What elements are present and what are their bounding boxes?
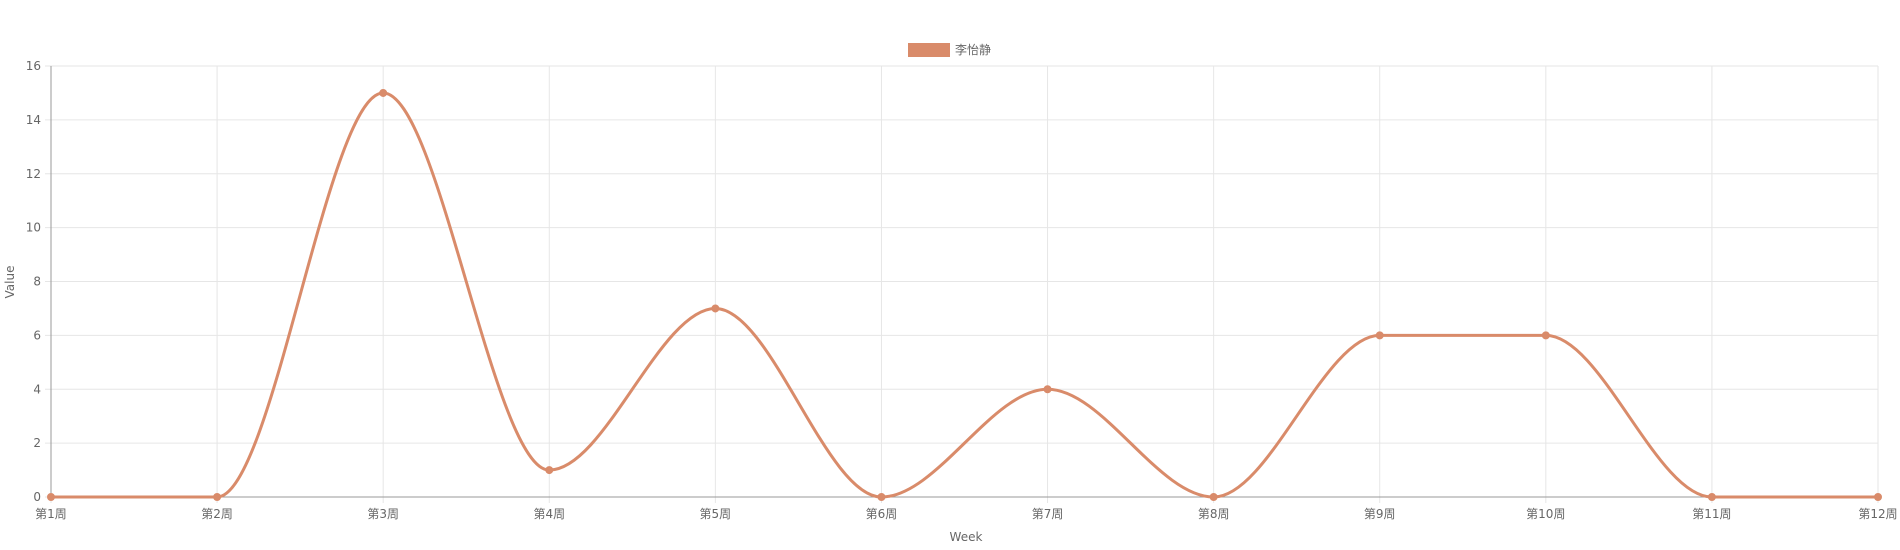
series-line — [51, 91, 1879, 499]
x-tick-label: 第4周 — [533, 507, 565, 521]
legend-swatch[interactable] — [908, 43, 950, 57]
x-tick-label: 第2周 — [201, 507, 233, 521]
x-tick-label: 第10周 — [1526, 507, 1565, 521]
y-tick-label: 0 — [33, 490, 41, 504]
data-point[interactable] — [379, 88, 388, 97]
x-axis-title: Week — [950, 530, 983, 544]
x-tick-label: 第6周 — [866, 507, 898, 521]
x-tick-label: 第8周 — [1198, 507, 1230, 521]
grid-lines — [45, 65, 1879, 503]
y-tick-label: 4 — [33, 382, 41, 396]
y-tick-label: 2 — [33, 436, 41, 450]
y-tick-label: 6 — [33, 328, 41, 342]
data-point[interactable] — [1707, 493, 1716, 501]
data-point[interactable] — [1874, 493, 1882, 501]
x-tick-label: 第1周 — [35, 507, 67, 521]
legend-label[interactable]: 李怡静 — [955, 42, 991, 57]
x-tick-label: 第12周 — [1858, 507, 1897, 521]
x-tick-label: 第3周 — [367, 507, 399, 521]
data-point[interactable] — [1541, 331, 1550, 340]
y-axis-title: Value — [3, 266, 17, 299]
x-tick-label: 第9周 — [1364, 507, 1396, 521]
data-point[interactable] — [711, 304, 720, 313]
data-point[interactable] — [213, 493, 222, 501]
data-point[interactable] — [47, 493, 55, 501]
data-point[interactable] — [877, 493, 886, 501]
axes: 0 2 4 6 8 10 12 14 16 第1周 第2周 第3周 第4周 第5周 第6周 第7周 第8周 第9周… — [26, 59, 1898, 521]
y-tick-label: 14 — [26, 113, 41, 127]
data-point[interactable] — [1375, 331, 1384, 340]
legend[interactable]: 李怡静 — [908, 42, 991, 57]
y-tick-label: 10 — [26, 221, 41, 235]
x-tick-label: 第5周 — [700, 507, 732, 521]
y-tick-label: 8 — [33, 275, 41, 289]
y-tick-label: 12 — [26, 167, 41, 181]
x-tick-label: 第7周 — [1032, 507, 1064, 521]
data-point[interactable] — [1043, 385, 1052, 394]
y-tick-label: 16 — [26, 59, 41, 73]
x-tick-label: 第11周 — [1692, 507, 1731, 521]
series-layer — [47, 88, 1882, 501]
data-point[interactable] — [545, 466, 554, 475]
data-point[interactable] — [1209, 493, 1218, 501]
